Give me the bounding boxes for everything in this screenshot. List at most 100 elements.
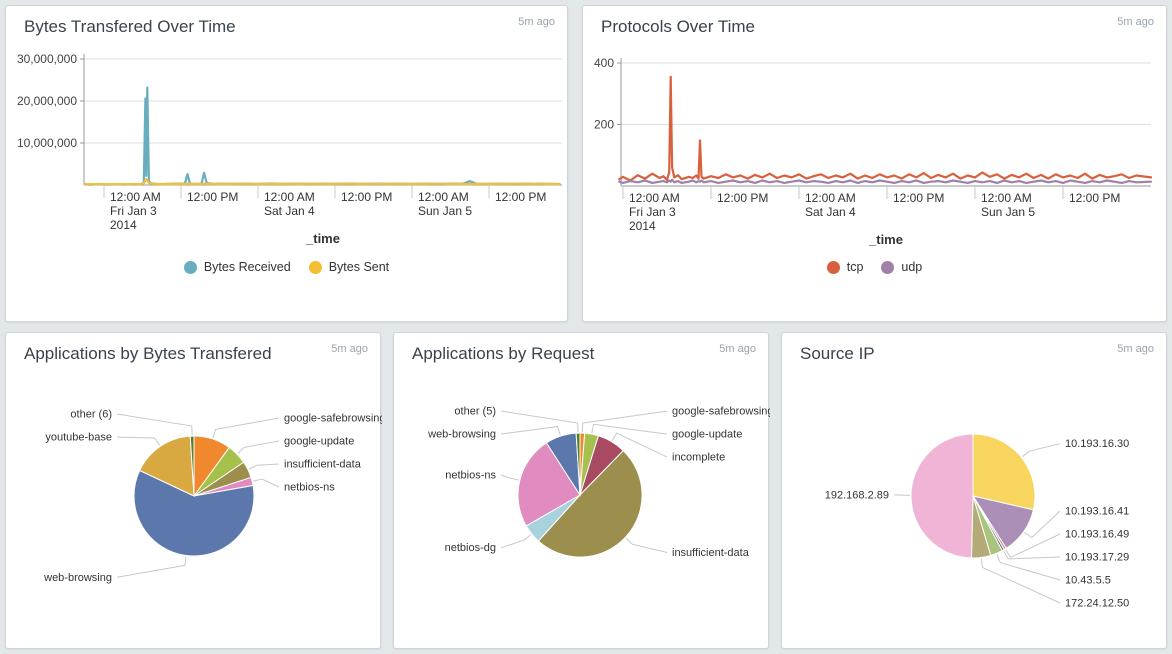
pie-label-leader (248, 463, 280, 470)
panel-apps-by-bytes: Applications by Bytes Transfered 5m ago … (5, 332, 382, 650)
x-tick-label: 12:00 PM (893, 191, 944, 205)
pie-slice-label: google-update (672, 429, 742, 441)
x-tick-label: Sat Jan 4 (264, 204, 315, 218)
refresh-age-label: 5m ago (1117, 343, 1154, 355)
pie-label-leader (1024, 510, 1061, 539)
x-tick-label: 12:00 PM (341, 190, 392, 204)
pie-label-leader (611, 432, 668, 458)
pie-slice-insufficient-data[interactable] (537, 449, 643, 558)
pie-slice-label: 10.193.16.30 (1065, 438, 1129, 450)
pie-slice-youtube-base[interactable] (139, 435, 195, 497)
y-tick-label: 400 (594, 56, 614, 70)
pie-slice-label: web-browsing (427, 429, 496, 441)
pie-slice-label: youtube-base (45, 432, 112, 444)
refresh-age-label: 5m ago (719, 343, 756, 355)
legend-label: Bytes Received (203, 260, 291, 274)
pie-slice-192.168.2.89[interactable] (910, 433, 974, 559)
chart-legend: Bytes Received Bytes Sent (6, 260, 567, 274)
legend-item-udp[interactable]: udp (881, 260, 922, 274)
legend-swatch (308, 260, 322, 274)
x-tick-label: 12:00 AM (418, 190, 469, 204)
pie-slice-netbios-ns[interactable] (517, 442, 581, 527)
pie-label-leader (116, 436, 161, 446)
pie-slice-label: other (5) (454, 406, 496, 418)
pie-chart-apps-by-bytes[interactable]: google-safebrowsing google-update insuffic… (6, 333, 382, 650)
pie-slice-10.193.16.30[interactable] (972, 433, 1036, 511)
pie-chart-source-ip[interactable]: 10.193.16.30 10.193.16.41 10.193.16.49 10.1… (782, 333, 1168, 650)
legend-item-bytes-sent[interactable]: Bytes Sent (308, 260, 390, 274)
pie-slice-label: 10.193.16.49 (1065, 529, 1129, 541)
pie-label-leader (1021, 443, 1061, 458)
x-tick-label: 12:00 AM (110, 190, 161, 204)
pie-slice-label: google-safebrowsing (284, 413, 382, 425)
pie-label-leader (1003, 550, 1061, 560)
legend-item-bytes-received[interactable]: Bytes Received (183, 260, 291, 274)
pie-slice-label: insufficient-data (284, 459, 362, 471)
pie-slice-label: google-update (284, 436, 354, 448)
x-tick-label: 12:00 PM (495, 190, 546, 204)
x-tick-label: Sun Jan 5 (418, 204, 472, 218)
pie-slice-label: google-safebrowsing (672, 406, 770, 418)
series-line-tcp[interactable] (618, 75, 1153, 182)
legend-swatch (183, 260, 197, 274)
pie-slice-other-6-[interactable] (189, 435, 195, 497)
pie-slice-label: netbios-ns (445, 470, 496, 482)
x-tick-label: 12:00 AM (629, 191, 680, 205)
pie-chart-apps-by-request[interactable]: google-safebrowsing google-update incomple… (394, 333, 770, 650)
pie-slice-label: 10.193.17.29 (1065, 552, 1129, 564)
pie-label-leader (1005, 533, 1061, 559)
legend-label: udp (901, 260, 923, 274)
x-tick-label: Fri Jan 3 (629, 205, 676, 219)
y-tick-label: 30,000,000 (17, 52, 77, 66)
pie-label-leader (625, 537, 668, 553)
x-tick-label: 12:00 AM (981, 191, 1032, 205)
x-tick-label: 12:00 AM (264, 190, 315, 204)
x-axis-title: _time (868, 232, 903, 247)
x-tick-label: Sun Jan 5 (981, 205, 1035, 219)
pie-label-leader (116, 413, 193, 436)
pie-slice-label: netbios-ns (284, 482, 335, 494)
pie-slice-label: netbios-dg (445, 542, 496, 554)
y-tick-label: 10,000,000 (17, 136, 77, 150)
x-tick-label: 12:00 PM (717, 191, 768, 205)
pie-label-leader (212, 417, 280, 439)
pie-slice-label: incomplete (672, 452, 725, 464)
pie-label-leader (253, 478, 280, 488)
chart-legend: tcp udp (583, 260, 1166, 274)
x-tick-label: Fri Jan 3 (110, 204, 157, 218)
panel-title: Source IP (800, 344, 875, 363)
x-tick-label: 12:00 PM (187, 190, 238, 204)
series-line-udp[interactable] (618, 178, 1153, 184)
series-line-bytes-received[interactable] (83, 86, 561, 186)
panel-bytes-over-time: Bytes Transfered Over Time 5m ago 10,000… (5, 5, 568, 322)
pie-slice-label: web-browsing (43, 572, 112, 584)
x-tick-label: Sat Jan 4 (805, 205, 856, 219)
panel-source-ip: Source IP 5m ago 10.193.16.30 10.193.16.4… (781, 332, 1167, 649)
pie-slice-other-5-[interactable] (575, 432, 581, 496)
refresh-age-label: 5m ago (518, 16, 555, 28)
legend-label: tcp (846, 260, 864, 274)
panel-apps-by-request: Applications by Request 5m ago google-sa… (393, 332, 770, 650)
pie-label-leader (500, 474, 519, 481)
legend-label: Bytes Sent (328, 260, 390, 274)
panel-title: Applications by Request (412, 344, 595, 363)
pie-label-leader (500, 410, 579, 433)
pie-slice-label: other (6) (70, 409, 112, 421)
x-tick-label: 12:00 AM (805, 191, 856, 205)
series-line-bytes-sent[interactable] (83, 178, 561, 186)
pie-label-leader (116, 556, 187, 578)
pie-slice-label: insufficient-data (672, 547, 750, 559)
pie-label-leader (500, 426, 561, 436)
pie-label-leader (500, 534, 532, 549)
y-tick-label: 20,000,000 (17, 94, 77, 108)
pie-label-leader (591, 423, 668, 435)
panel-title: Bytes Transfered Over Time (24, 17, 236, 36)
pie-label-leader (980, 558, 1061, 604)
pie-slice-web-browsing[interactable] (133, 469, 255, 557)
legend-item-tcp[interactable]: tcp (826, 260, 864, 274)
x-tick-label: 12:00 PM (1069, 191, 1120, 205)
refresh-age-label: 5m ago (1117, 16, 1154, 28)
